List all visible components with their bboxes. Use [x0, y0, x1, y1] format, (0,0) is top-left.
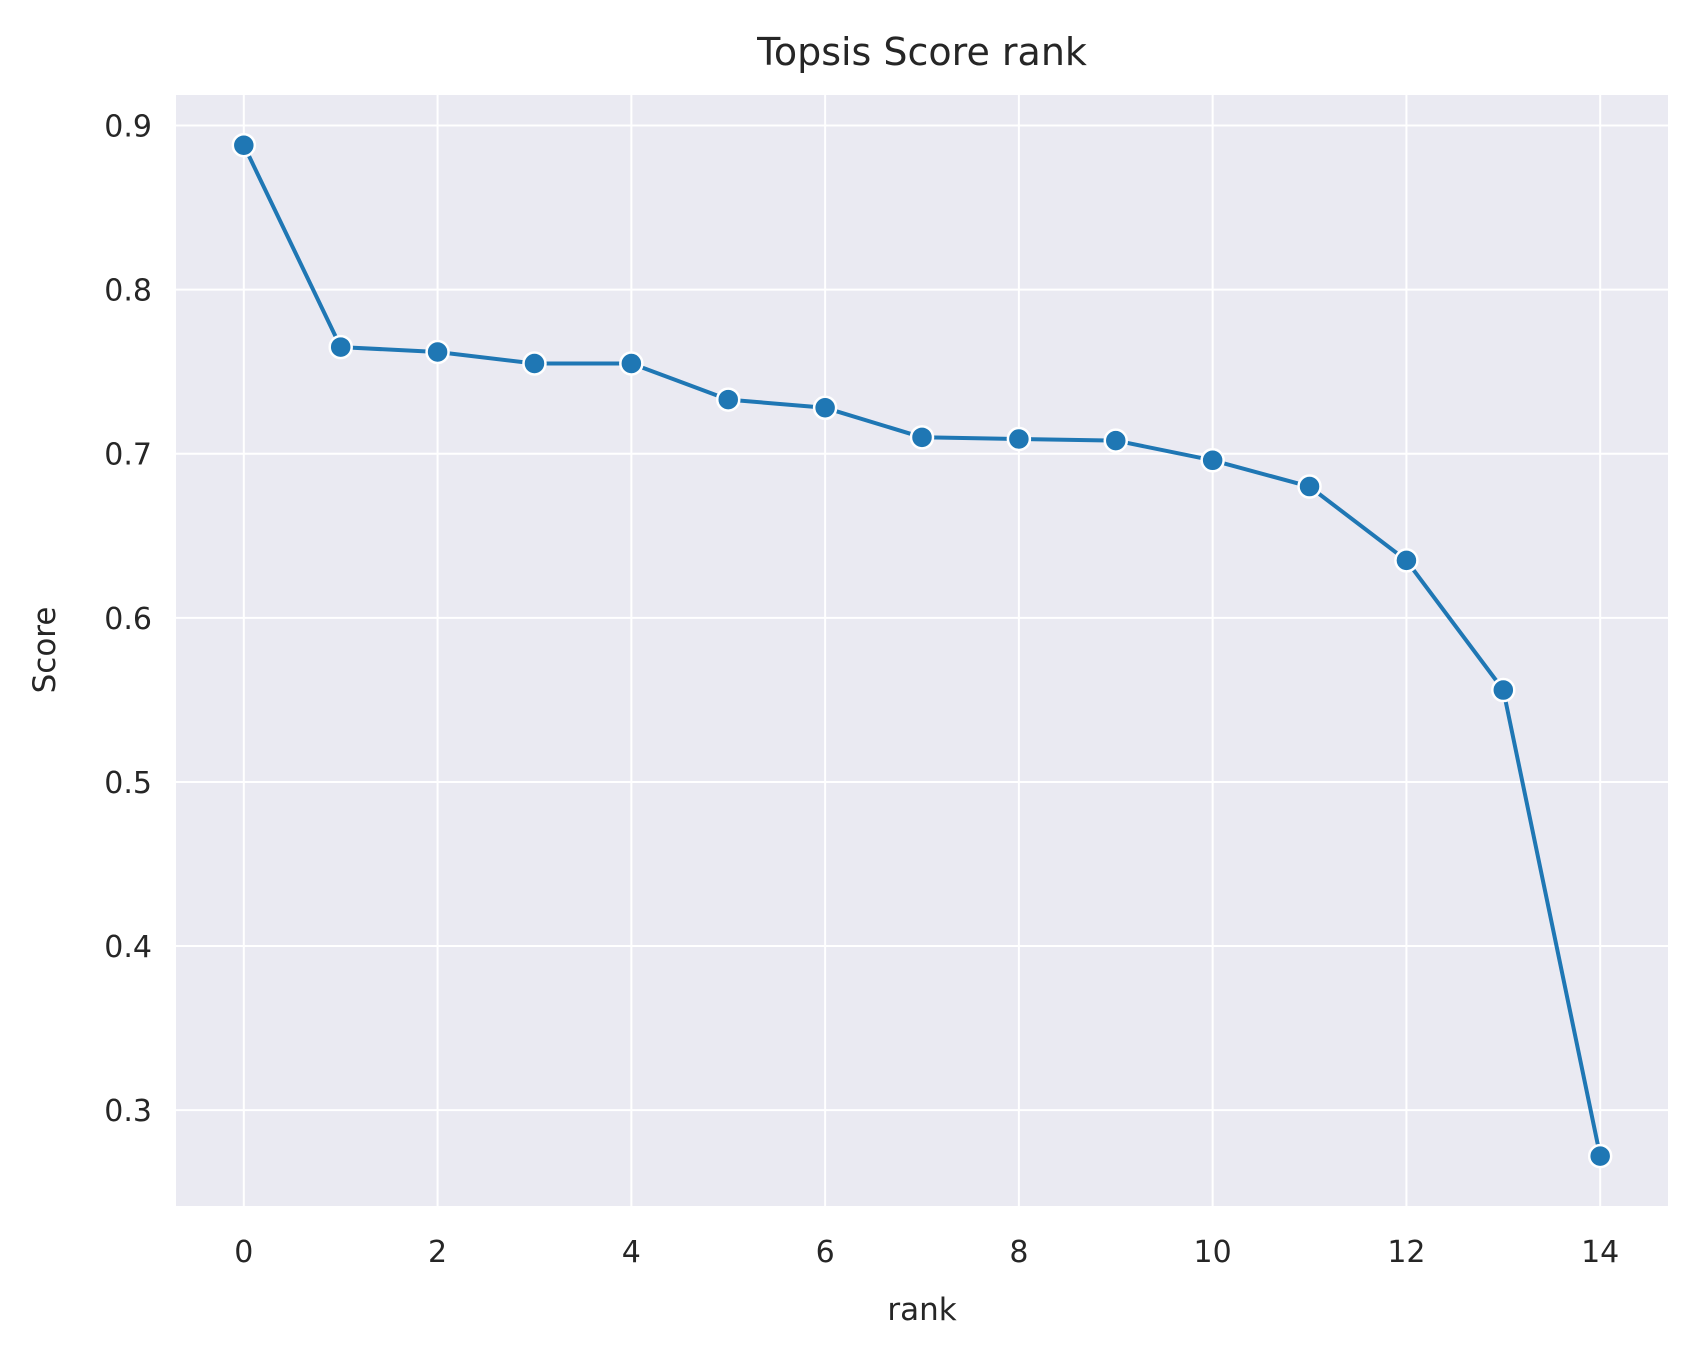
- data-point: [1491, 677, 1516, 703]
- data-point: [328, 334, 353, 360]
- y-tick-label: 0.5: [104, 766, 152, 801]
- data-point: [1006, 426, 1032, 452]
- data-point: [812, 395, 838, 421]
- y-tick-label: 0.3: [104, 1094, 152, 1129]
- x-tick-label: 6: [816, 1235, 835, 1270]
- x-tick-label: 14: [1581, 1235, 1619, 1270]
- data-point: [425, 339, 450, 365]
- data-point: [909, 425, 935, 450]
- grid-lines: [176, 95, 1668, 1206]
- y-axis-label: Score: [27, 607, 63, 694]
- data-point: [1394, 548, 1419, 573]
- y-tick-label: 0.4: [104, 930, 152, 965]
- x-tick-label: 8: [1009, 1235, 1028, 1270]
- y-tick-label: 0.7: [104, 438, 152, 473]
- data-point: [715, 387, 741, 412]
- x-tick-label: 10: [1194, 1235, 1232, 1270]
- data-point: [619, 351, 644, 376]
- data-point: [231, 132, 257, 158]
- y-tick-label: 0.9: [104, 110, 152, 145]
- data-point: [1587, 1143, 1613, 1169]
- data-point: [1103, 428, 1129, 453]
- y-tick-label: 0.8: [104, 274, 152, 309]
- x-tick-label: 2: [428, 1235, 447, 1270]
- series-layer: [231, 132, 1613, 1169]
- chart-title: Topsis Score rank: [756, 30, 1087, 74]
- data-point: [1297, 474, 1322, 499]
- x-tick-label: 0: [234, 1235, 253, 1270]
- x-tick-label: 4: [622, 1235, 641, 1270]
- plot-area-background: [176, 95, 1668, 1206]
- data-point: [1200, 448, 1225, 473]
- x-tick-labels: 0 2 4 6 8 10 12 14: [234, 1235, 1619, 1270]
- x-tick-label: 12: [1387, 1235, 1425, 1270]
- data-point: [522, 351, 547, 376]
- y-tick-labels: 0.3 0.4 0.5 0.6 0.7 0.8 0.9: [104, 110, 152, 1130]
- x-axis-label: rank: [887, 1292, 956, 1328]
- y-tick-label: 0.6: [104, 602, 152, 637]
